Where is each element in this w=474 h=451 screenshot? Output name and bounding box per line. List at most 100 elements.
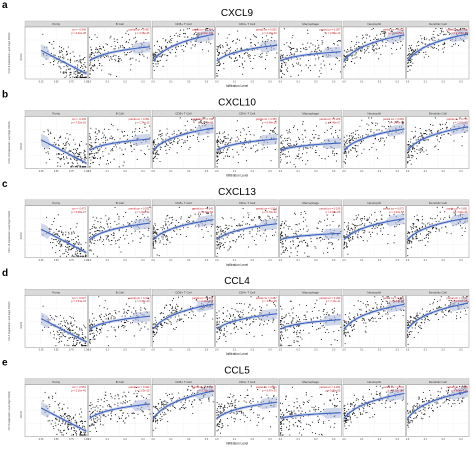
data-point: [243, 129, 245, 131]
data-point: [417, 137, 419, 139]
data-point: [368, 117, 370, 119]
data-point: [375, 302, 377, 304]
data-point: [147, 216, 149, 218]
data-point: [217, 226, 219, 228]
data-point: [110, 56, 112, 58]
data-point: [407, 162, 409, 164]
data-point: [72, 51, 74, 53]
data-point: [289, 315, 291, 317]
data-point: [267, 215, 269, 217]
data-point: [281, 246, 283, 248]
data-point: [178, 36, 180, 38]
data-point: [90, 323, 92, 325]
data-point: [360, 224, 362, 226]
data-point: [140, 237, 142, 239]
data-point: [93, 323, 95, 325]
data-point: [361, 223, 363, 225]
data-point: [155, 153, 157, 155]
data-point: [172, 297, 175, 299]
data-point: [115, 243, 117, 245]
data-point: [354, 133, 357, 135]
data-point: [57, 234, 59, 237]
data-point: [220, 229, 222, 232]
data-point: [218, 61, 220, 64]
data-point: [321, 238, 324, 240]
data-point: [288, 130, 290, 132]
data-point: [237, 225, 239, 227]
data-point: [281, 242, 283, 244]
data-point: [245, 160, 248, 162]
data-point: [226, 50, 228, 52]
data-point: [85, 66, 87, 68]
data-point: [154, 139, 156, 141]
data-point: [237, 59, 239, 61]
data-point: [297, 74, 300, 76]
data-point: [359, 125, 361, 127]
data-point: [133, 148, 135, 150]
data-point: [141, 131, 143, 133]
data-point: [320, 338, 322, 340]
data-point: [368, 219, 370, 221]
data-point: [319, 220, 321, 222]
data-point: [58, 230, 61, 232]
p-value-label: p = 1.82e-34: [135, 210, 150, 214]
data-point: [273, 303, 275, 305]
data-point: [108, 153, 110, 155]
data-point: [166, 128, 168, 130]
data-point: [144, 126, 146, 128]
facet-label: Macrophage: [302, 22, 319, 26]
data-point: [111, 315, 113, 317]
data-point: [423, 132, 425, 134]
data-point: [153, 144, 155, 146]
x-tick-label: 0.1: [424, 170, 428, 173]
data-point: [357, 237, 359, 239]
data-point: [289, 47, 292, 49]
data-point: [207, 212, 209, 214]
data-point: [420, 132, 422, 134]
data-point: [210, 235, 212, 237]
data-point: [316, 125, 318, 127]
data-point: [320, 72, 322, 75]
x-tick-label: 0.3: [205, 170, 209, 173]
p-value-label: p = 4.39e-20: [135, 299, 150, 303]
data-point: [358, 134, 360, 136]
data-point: [161, 324, 163, 326]
data-point: [298, 241, 301, 243]
data-point: [90, 250, 92, 252]
data-point: [338, 239, 340, 241]
data-point: [298, 336, 300, 338]
data-point: [298, 149, 300, 151]
data-point: [287, 250, 289, 252]
data-point: [90, 249, 92, 251]
data-point: [349, 318, 351, 320]
data-point: [169, 147, 171, 149]
data-point: [226, 227, 228, 229]
data-point: [73, 153, 75, 155]
data-point: [162, 236, 164, 238]
data-point: [46, 216, 48, 218]
data-point: [290, 247, 292, 249]
data-point: [456, 118, 458, 121]
data-point: [279, 154, 282, 156]
p-value-label: p = 9.60e-54: [198, 210, 213, 214]
data-point: [355, 225, 357, 227]
data-point: [174, 316, 176, 318]
data-point: [229, 313, 231, 315]
data-point: [281, 70, 283, 72]
data-point: [431, 223, 433, 225]
fit-line: [343, 128, 405, 151]
data-point: [271, 217, 273, 219]
data-point: [173, 309, 175, 311]
data-point: [320, 67, 322, 69]
data-point: [62, 72, 64, 74]
data-point: [347, 222, 349, 224]
data-point: [266, 54, 268, 56]
data-point: [234, 49, 237, 51]
data-point: [221, 230, 224, 232]
data-point: [387, 313, 389, 315]
data-point: [69, 67, 71, 70]
data-point: [435, 231, 437, 233]
data-point: [461, 135, 463, 137]
data-point: [442, 51, 445, 53]
data-point: [98, 130, 100, 132]
